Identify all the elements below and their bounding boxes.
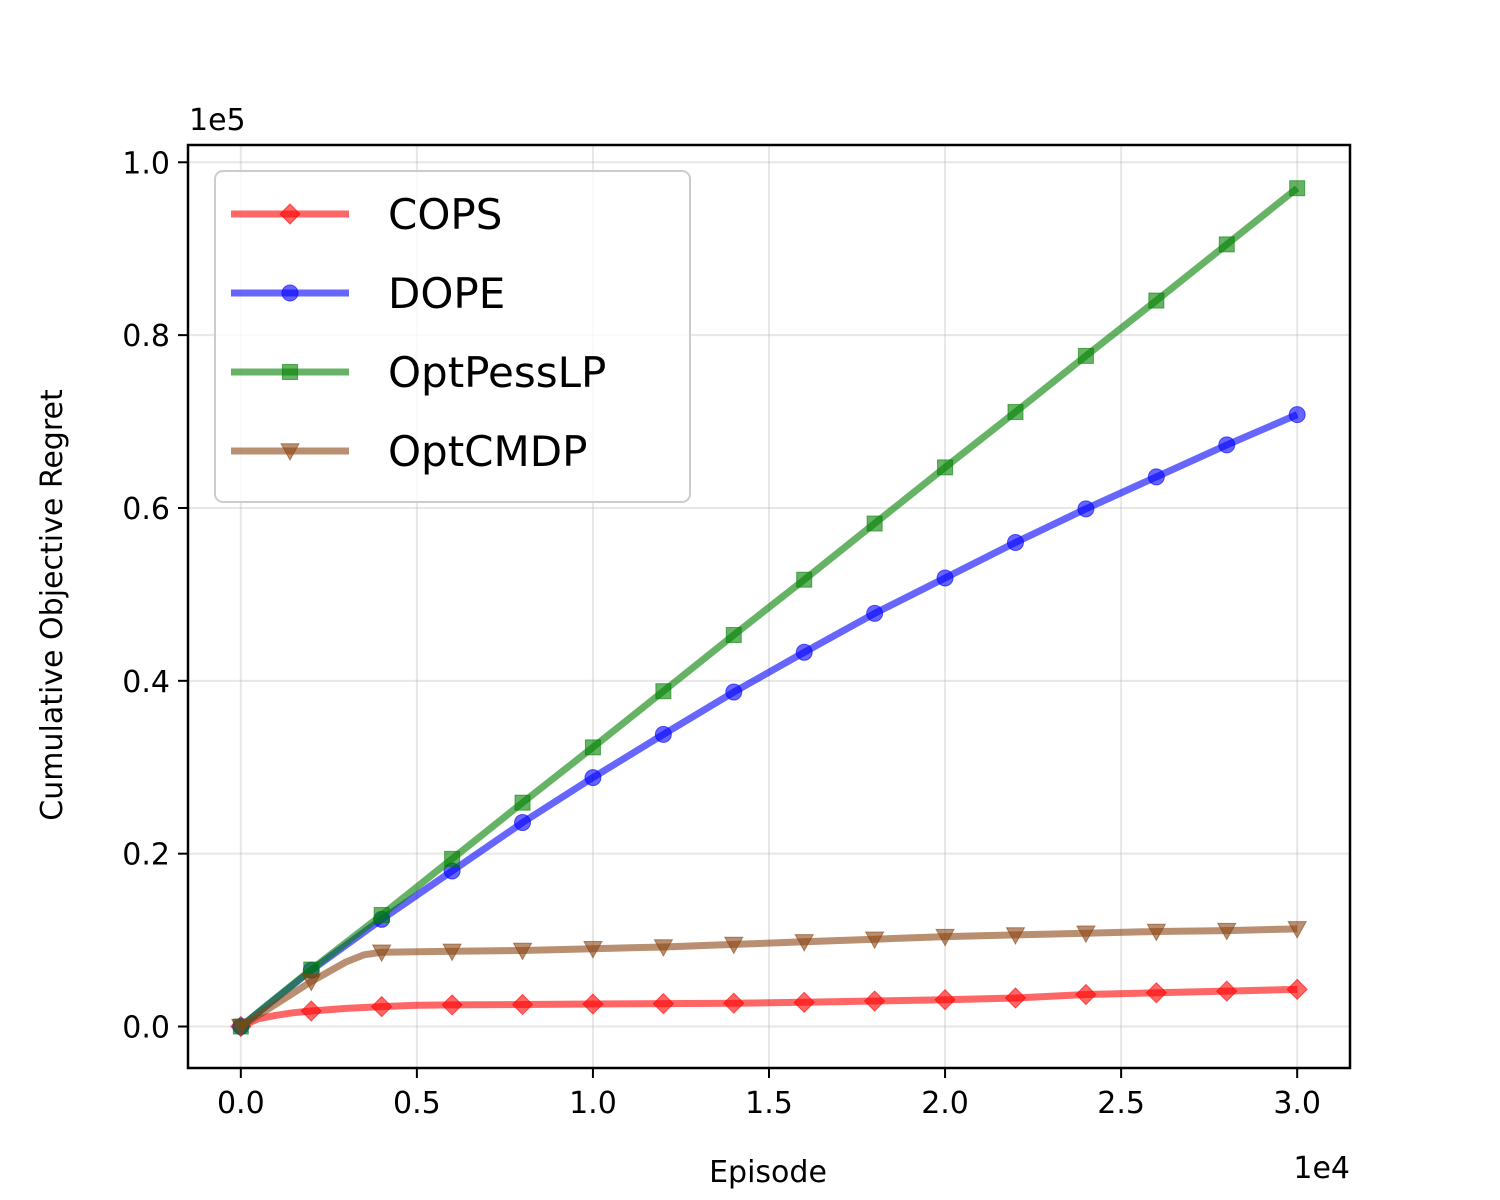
dope-point [866, 604, 884, 622]
optcmdp-point [1076, 925, 1096, 944]
cops-point [582, 993, 604, 1015]
optpesslp-legend-label: OptPessLP [388, 348, 606, 397]
optpesslp-point [655, 683, 672, 700]
optcmdp-point [1287, 921, 1308, 939]
series-optcmdp [230, 921, 1308, 1037]
optpesslp-point [1218, 236, 1235, 253]
cops-point [300, 1000, 322, 1022]
dope-point [795, 643, 813, 661]
x-tick-label: 3.0 [1273, 1086, 1321, 1121]
y-tick-label: 1.0 [122, 146, 170, 181]
optpesslp-point [444, 850, 461, 867]
cops-legend-label: COPS [388, 190, 502, 239]
cops-point [1286, 978, 1308, 1001]
cops-point [1075, 983, 1097, 1006]
y-tick-label: 0.4 [122, 665, 170, 700]
optcmdp-point [794, 934, 815, 952]
optpesslp-point [514, 794, 531, 811]
legend-frame [214, 170, 691, 503]
optpesslp-point [937, 459, 954, 476]
optpesslp-point [866, 515, 883, 532]
optcmdp-point [653, 939, 674, 958]
optpesslp-point [1077, 347, 1094, 364]
y-axis-label: Cumulative Objective Regret [35, 389, 70, 821]
dope-point [1218, 436, 1236, 454]
optpesslp-point [725, 627, 742, 644]
cops-point [441, 994, 463, 1016]
legend: COPS DOPE OptPessLP OptCMDP [214, 170, 691, 503]
dope-point [1288, 406, 1306, 424]
cops-point [652, 992, 675, 1015]
x-tick-label: 1.0 [569, 1086, 617, 1121]
optcmdp-point [230, 1018, 251, 1037]
dope-point [654, 725, 672, 743]
y-tick-label: 0.0 [122, 1011, 170, 1046]
x-axis-label: Episode [709, 1155, 827, 1190]
x-tick-label: 0.5 [393, 1086, 441, 1121]
cops-point [723, 992, 745, 1014]
optpesslp-point [1289, 180, 1306, 197]
cops-point [1145, 982, 1168, 1004]
x-tick-label: 2.0 [921, 1086, 969, 1121]
optcmdp-legend-label: OptCMDP [388, 427, 587, 476]
dope-legend-marker [281, 284, 299, 302]
cops-point [511, 993, 534, 1016]
optcmdp-point [935, 928, 955, 947]
series-optpesslp [232, 180, 1306, 1035]
optcmdp-point [301, 973, 322, 992]
optpesslp-point [1148, 292, 1165, 309]
dope-point [725, 683, 743, 701]
axes: 0.0 0.5 1.0 1.5 2.0 2.5 3.0 0.0 0.2 0.4 0.6 0.8 1.0 [122, 146, 1321, 1121]
dope-line [238, 411, 1299, 1030]
optcmdp-point [371, 944, 392, 963]
optpesslp-legend-marker [282, 364, 298, 380]
y-tick-label: 0.8 [122, 319, 170, 354]
y-tick-label: 0.2 [122, 838, 170, 873]
optcmdp-legend-marker [280, 443, 300, 462]
optcmdp-point [512, 942, 533, 961]
y-tick-label: 0.6 [122, 492, 170, 527]
cops-point [793, 991, 815, 1014]
optcmdp-point [442, 943, 462, 962]
dope-point [1147, 468, 1165, 486]
dope-point [1077, 500, 1095, 518]
y-offset-label: 1e5 [189, 103, 246, 138]
optcmdp-point [583, 941, 603, 959]
optcmdp-point [1005, 927, 1026, 945]
optpesslp-point [1007, 404, 1024, 421]
optcmdp-point [864, 931, 885, 950]
x-offset-label: 1e4 [1293, 1151, 1350, 1186]
x-tick-label: 1.5 [745, 1086, 793, 1121]
dope-point [936, 569, 954, 587]
cops-point [1004, 987, 1027, 1009]
cops-legend-marker [279, 203, 301, 225]
dope-legend-label: DOPE [388, 269, 505, 318]
optcmdp-point [1216, 922, 1237, 941]
optpesslp-point [584, 739, 601, 756]
series-layer [230, 180, 1308, 1038]
dope-point [584, 769, 602, 787]
cops-point [370, 995, 393, 1018]
dope-point [514, 814, 532, 832]
optpesslp-point [796, 571, 813, 588]
cops-point [1216, 980, 1238, 1002]
x-tick-label: 0.0 [217, 1086, 265, 1121]
optcmdp-point [723, 936, 744, 955]
optpesslp-point [373, 907, 390, 924]
x-tick-label: 2.5 [1097, 1086, 1145, 1121]
optcmdp-point [1146, 923, 1167, 942]
cops-point [934, 989, 956, 1011]
cops-point [863, 990, 886, 1012]
series-dope [232, 406, 1306, 1036]
dope-point [1006, 534, 1024, 552]
optpesslp-line [238, 185, 1300, 1030]
